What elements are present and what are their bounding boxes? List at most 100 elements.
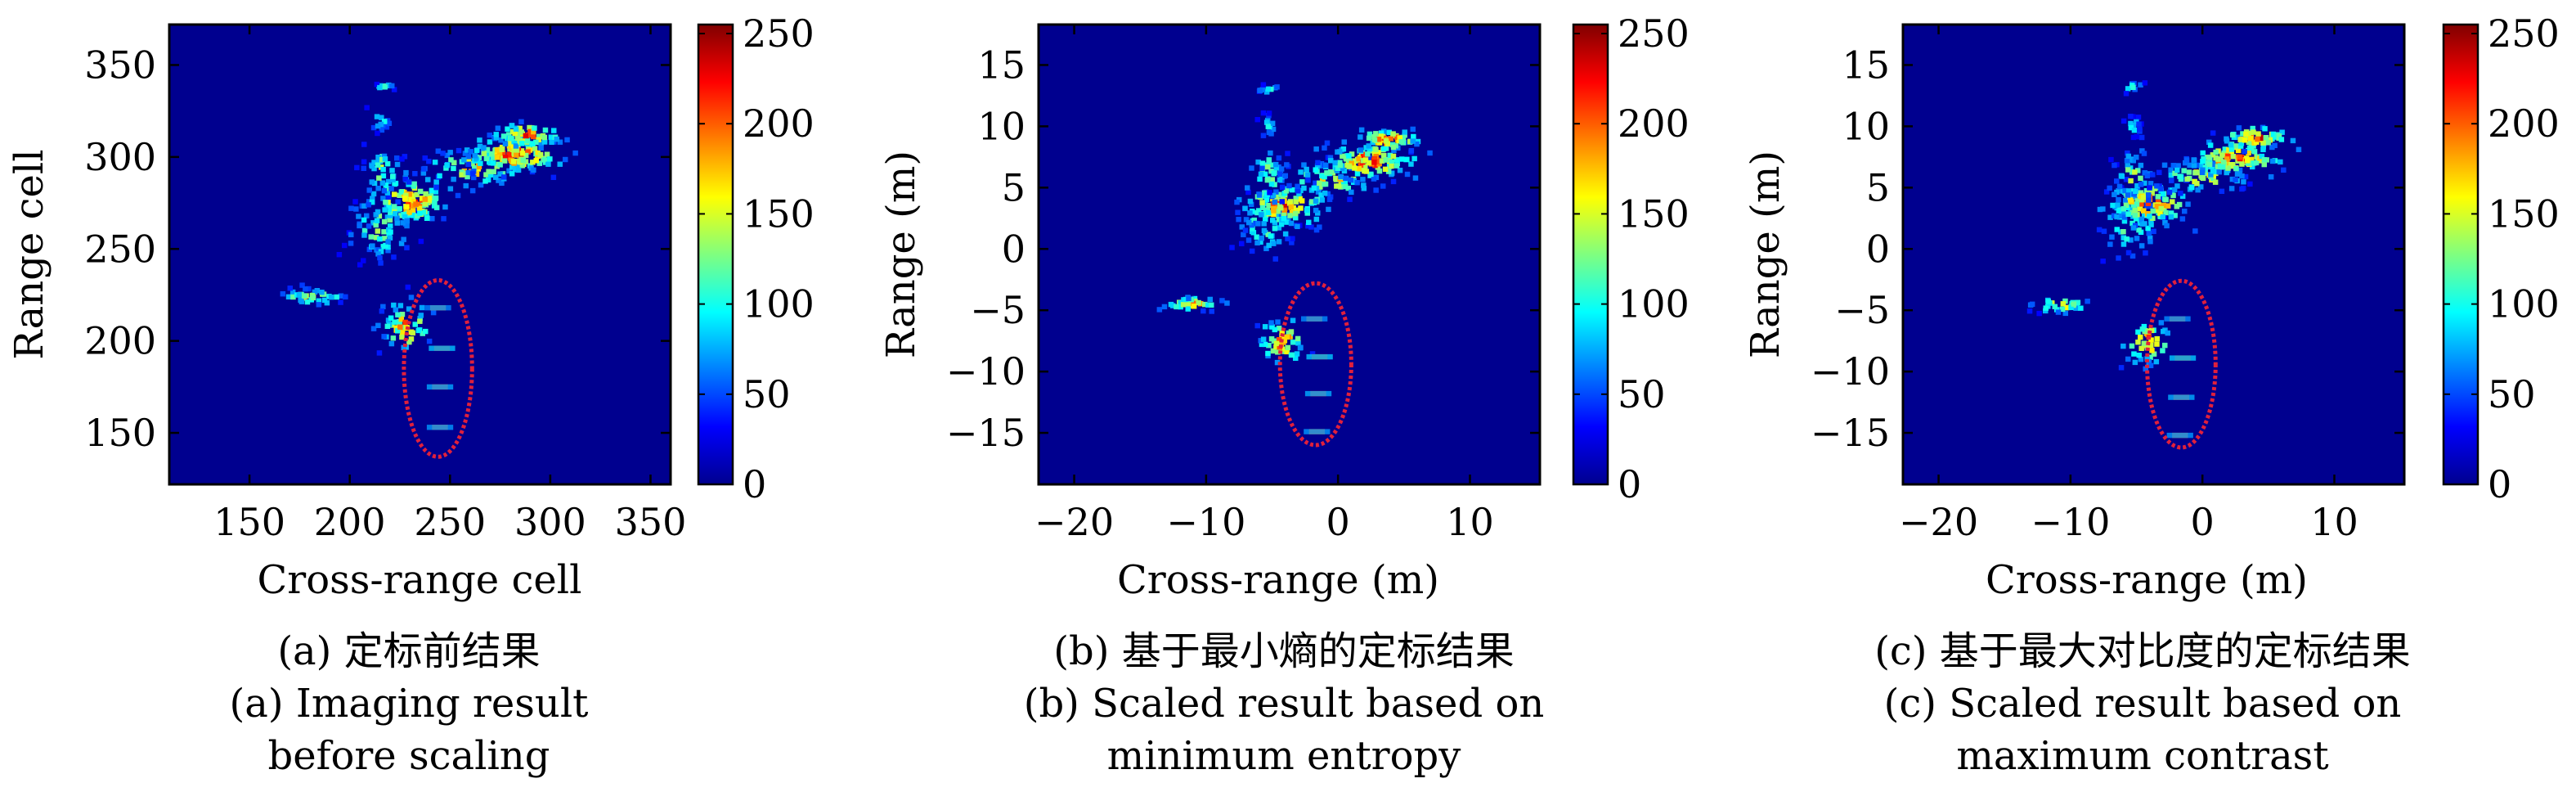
cluster-4-cell [361,142,367,147]
cluster-8-cell [2120,118,2127,124]
cluster-0-cell [298,299,305,304]
colorbar-tick-label: 0 [2488,462,2511,506]
y-tick-label: 5 [1866,165,1890,209]
cluster-3-cell [2132,212,2138,218]
cluster-6-cell [2230,154,2236,160]
cluster-3-cell [1317,224,1322,230]
cluster-9-cell [2142,80,2148,86]
cluster-6-cell [483,155,490,162]
cluster-0-cell [343,294,348,299]
cluster-0-cell [285,294,292,299]
cluster-2-cell [2129,209,2135,216]
cluster-1-cell [2165,330,2170,336]
cluster-3-cell [1296,191,1302,197]
cluster-5-cell [426,159,432,164]
cluster-7-cell [1371,137,1378,143]
cluster-1-cell [2162,342,2168,349]
cluster-4-cell [354,164,360,171]
cluster-3-cell [1276,191,1282,197]
cluster-3-cell [386,178,392,185]
cluster-4-cell [2108,156,2114,163]
cluster-5-cell [1351,178,1357,183]
cluster-3-cell [1276,217,1282,223]
cluster-2-cell [378,260,384,266]
cluster-7-cell [2270,131,2277,137]
colorbar-tick-label: 200 [1618,101,1690,146]
cluster-1-cell [395,312,401,317]
cluster-4-cell [402,176,409,182]
cluster-7-cell [533,139,539,146]
cluster-2-cell [348,232,354,237]
cluster-7-cell [524,138,531,144]
y-tick-label: 0 [1002,227,1025,271]
cluster-2-cell [366,199,372,205]
cluster-5-cell [487,172,494,178]
cluster-8-cell [2128,120,2134,127]
cluster-5-cell [2189,184,2195,191]
cluster-2-cell [1263,216,1268,223]
cluster-6-cell [2260,146,2266,152]
cluster-7-cell [2258,135,2264,142]
cluster-4-cell [2142,170,2147,176]
cluster-5-cell [2166,189,2173,196]
cluster-3-cell [412,171,418,177]
cluster-4-cell [1282,173,1288,178]
cluster-1-cell [2135,329,2141,335]
cluster-7-cell [2279,129,2285,135]
cluster-6-cell [1348,177,1353,183]
y-tick-label: 15 [1842,43,1890,87]
cluster-6-cell [1371,151,1378,156]
cluster-0-cell [1156,307,1163,313]
cluster-6-cell [1322,145,1327,151]
cluster-6-cell [465,169,471,176]
cluster-6-cell [535,150,541,156]
cluster-3-cell [2097,206,2103,213]
cluster-3-cell [1266,202,1272,209]
cluster-2-cell [1259,235,1264,241]
y-tick-label: −15 [1811,411,1890,455]
cluster-0-cell [1174,304,1179,310]
cluster-6-cell [2251,143,2256,149]
cluster-3-cell [1295,223,1300,229]
cluster-3-cell [1284,219,1290,225]
cluster-4-cell [361,165,366,171]
cluster-1-cell [410,330,415,336]
cluster-8-cell [2131,128,2138,133]
cluster-5-cell [2138,182,2144,187]
cluster-6-cell [491,155,496,160]
cluster-0-cell [2060,301,2067,307]
cluster-3-cell [2185,201,2191,207]
cluster-7-cell [531,133,536,140]
cluster-7-cell [538,145,544,151]
cluster-1-cell [1276,326,1282,331]
cluster-6-cell [1381,153,1387,159]
cluster-7-cell [1378,133,1384,139]
cluster-3-cell [1304,210,1310,216]
cluster-2-cell [2158,195,2164,200]
cluster-3-cell [1256,208,1262,214]
cluster-0-cell [1205,302,1211,308]
cluster-3-cell [2130,225,2137,231]
cluster-5-cell [448,157,454,163]
cluster-7-cell [549,139,554,145]
cluster-5-cell [500,171,506,177]
cluster-2-cell [2132,195,2138,200]
cluster-7-cell [554,136,559,142]
cluster-3-cell [1259,200,1265,205]
cluster-9-cell [1268,86,1274,92]
cluster-5-cell [1317,180,1322,186]
y-tick-label: 150 [84,411,156,455]
cluster-1-cell [2120,343,2126,349]
cluster-7-cell [2278,137,2285,142]
cluster-1-cell [388,315,394,321]
cluster-3-cell [2158,205,2164,212]
cluster-6-cell [1354,180,1360,186]
cluster-3-cell [2114,178,2120,184]
cluster-9-cell [2138,82,2143,88]
cluster-5-cell [1335,183,1342,189]
cluster-7-cell [523,133,529,139]
cluster-1-cell [1295,335,1301,342]
cluster-9-cell [1259,87,1266,92]
cluster-3-cell [366,202,371,208]
